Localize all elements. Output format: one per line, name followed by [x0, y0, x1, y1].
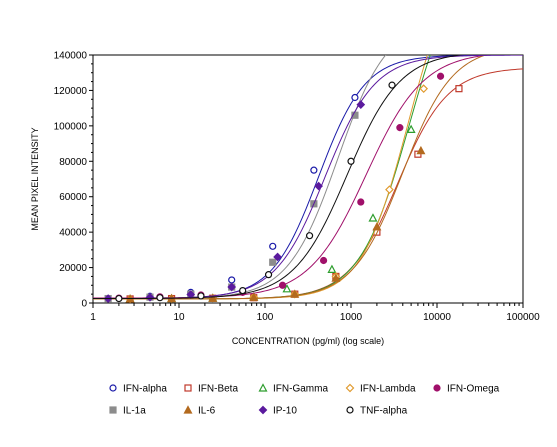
x-tick-label: 100000 [506, 312, 540, 323]
legend-marker-ifn-omega [433, 384, 441, 392]
x-tick-label: 1 [90, 312, 96, 323]
legend-label-ip-10: IP-10 [273, 406, 297, 417]
series-curve-ifn-lambda [93, 55, 428, 300]
y-tick-label: 40000 [59, 228, 87, 239]
data-point-ifn-omega [278, 281, 287, 289]
legend-marker-il-1a [109, 406, 117, 414]
data-point-il-6 [208, 293, 218, 302]
data-point-ifn-alpha [351, 93, 359, 102]
data-point-ifn-gamma [368, 213, 378, 222]
data-point-il-6 [249, 292, 259, 301]
data-point-ifn-alpha [310, 166, 318, 174]
y-tick-label: 140000 [54, 51, 88, 62]
legend-label-tnf-alpha: TNF-alpha [360, 406, 408, 417]
data-point-tnf-alpha [115, 294, 123, 303]
legend-marker-ifn-beta [184, 384, 192, 392]
y-tick-label: 80000 [59, 157, 87, 168]
data-point-ifn-omega [396, 124, 404, 132]
legend-label-ifn-omega: IFN-Omega [447, 384, 500, 395]
data-point-tnf-alpha [388, 81, 396, 89]
series-curve-il-1a [93, 55, 387, 300]
data-point-ifn-omega [357, 198, 365, 206]
data-point-tnf-alpha [197, 292, 205, 300]
data-point-il-1a [269, 258, 277, 266]
data-point-tnf-alpha [264, 271, 273, 279]
y-axis-title: MEAN PIXEL INTENSITY [30, 127, 40, 230]
series-curve-tnf-alpha [93, 55, 465, 300]
y-tick-label: 120000 [54, 86, 88, 97]
data-point-ifn-lambda [419, 84, 429, 94]
data-point-il-6 [416, 145, 426, 155]
data-point-il-6 [372, 222, 382, 231]
y-axis: 0 20000 40000 60000 80000 100000 120000 140000 [54, 51, 93, 310]
legend-marker-ifn-lambda [345, 383, 355, 393]
y-tick-label: 0 [81, 299, 87, 310]
series-curve-ifn-beta [93, 68, 523, 300]
data-point-ifn-alpha [269, 242, 277, 250]
data-point-il-6 [331, 273, 341, 282]
legend-marker-tnf-alpha [346, 406, 354, 414]
legend-label-il-6: IL-6 [198, 406, 216, 417]
legend-label-ifn-beta: IFN-Beta [198, 384, 238, 395]
y-tick-label: 60000 [59, 192, 87, 203]
data-point-tnf-alpha [347, 157, 355, 165]
data-point-ifn-gamma [406, 124, 416, 133]
x-tick-label: 10 [173, 312, 185, 323]
data-point-tnf-alpha [305, 232, 314, 240]
data-point-ip-10 [227, 282, 237, 292]
legend-marker-ip-10 [258, 405, 268, 415]
data-point-tnf-alpha [239, 287, 247, 295]
data-point-ip-10 [273, 252, 282, 262]
x-axis: 1 10 100 1000 10000 100000 [90, 303, 540, 323]
x-tick-label: 1000 [340, 312, 363, 323]
x-tick-label: 10000 [423, 312, 451, 323]
series-curve-il-6 [93, 55, 487, 300]
data-point-il-6 [290, 289, 300, 298]
data-point-ifn-gamma [327, 264, 337, 273]
legend-label-ifn-gamma: IFN-Gamma [273, 384, 328, 395]
x-tick-label: 100 [257, 312, 274, 323]
data-point-ifn-beta [455, 85, 463, 93]
y-tick-label: 100000 [54, 121, 88, 132]
series-curve-ifn-gamma [93, 55, 431, 300]
data-point-ifn-alpha [228, 276, 236, 284]
data-point-ifn-omega [436, 72, 445, 80]
legend-marker-ifn-gamma [258, 383, 268, 392]
legend-label-il-1a: IL-1a [123, 406, 146, 417]
data-point-ip-10 [314, 181, 323, 191]
data-point-ip-10 [145, 292, 155, 302]
y-tick-label: 20000 [59, 263, 87, 274]
legend-marker-ifn-alpha [109, 384, 117, 392]
data-point-ifn-gamma [282, 284, 292, 293]
legend-label-ifn-alpha: IFN-alpha [123, 384, 167, 395]
data-point-tnf-alpha [156, 294, 164, 302]
legend-label-ifn-lambda: IFN-Lambda [360, 384, 416, 395]
legend: IFN-alpha IFN-Beta IFN-Gamma IFN-Lambda IFN-… [109, 383, 500, 417]
series-layer [93, 55, 523, 304]
data-point-ifn-lambda [385, 185, 394, 194]
data-point-ip-10 [356, 100, 366, 109]
legend-marker-il-6 [183, 405, 193, 414]
data-point-ifn-omega [319, 256, 328, 265]
x-axis-title: CONCENTRATION (pg/ml) (log scale) [232, 336, 384, 346]
